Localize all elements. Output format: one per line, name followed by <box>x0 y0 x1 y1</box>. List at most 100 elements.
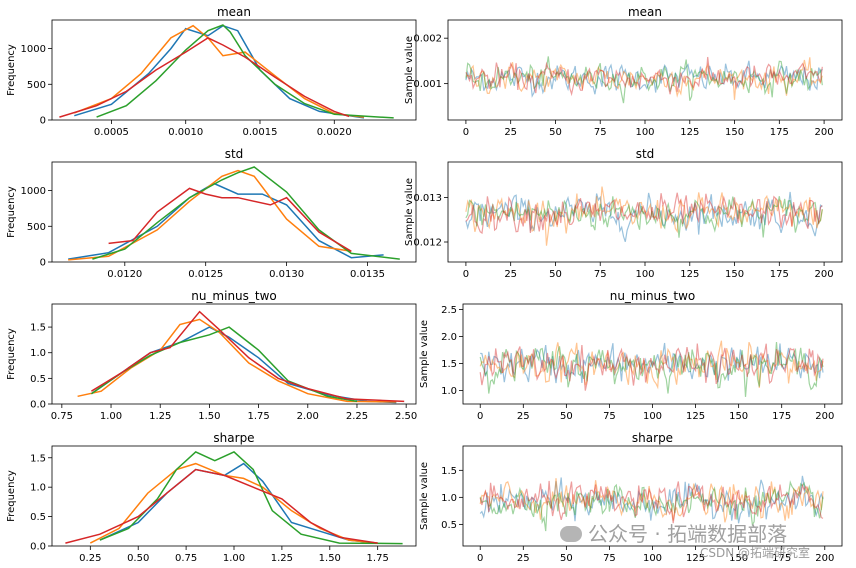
subplot-title: mean <box>217 5 251 19</box>
trace-line-3 <box>479 343 824 391</box>
y-axis-label: Frequency <box>6 44 17 96</box>
subplot-5: 0 25 50 75 100 125 150 175 200 1.0 1.5 2.0 2.5 nu_min… <box>419 289 843 422</box>
y-tick-label: 0.0 <box>30 542 46 553</box>
x-tick-label: 100 <box>643 411 662 422</box>
density-line-3 <box>65 468 378 544</box>
y-tick-label: 0.0 <box>30 400 46 411</box>
y-tick-label: 1.0 <box>30 348 46 359</box>
y-axis-label: Sample value <box>404 178 415 246</box>
y-axis-label: Frequency <box>6 328 17 380</box>
x-tick-label: 0 <box>477 553 483 564</box>
density-line-1 <box>77 318 397 403</box>
subplot-1: 0 25 50 75 100 125 150 175 200 0.001 0.002 mean Samp… <box>404 5 843 138</box>
y-tick-label: 1.5 <box>441 466 457 477</box>
subplot-title: sharpe <box>632 431 673 445</box>
x-tick-label: 150 <box>729 411 748 422</box>
subplot-title: std <box>225 147 244 161</box>
x-tick-label: 175 <box>772 411 791 422</box>
x-tick-label: 50 <box>549 127 562 138</box>
y-tick-label: 1.0 <box>441 493 457 504</box>
subplot-0: 0.0005 0.0010 0.0015 0.0020 0 500 1000 mean Freq… <box>6 5 417 138</box>
y-tick-label: 2.5 <box>441 305 457 316</box>
x-tick-label: 200 <box>815 269 834 280</box>
plot-area <box>59 24 394 119</box>
x-tick-label: 0 <box>477 411 483 422</box>
axes-frame <box>51 303 417 405</box>
x-tick-label: 75 <box>603 411 616 422</box>
x-tick-label: 1.00 <box>100 411 122 422</box>
y-tick-label: 0.001 <box>413 79 442 90</box>
y-tick-label: 0.012 <box>413 238 442 249</box>
x-tick-label: 0.75 <box>51 411 73 422</box>
trace-line-1 <box>465 186 823 246</box>
density-line-2 <box>92 166 400 260</box>
subplot-4: 0.75 1.00 1.25 1.50 1.75 2.00 2.25 2.50 0.0 0.5 1.… <box>6 289 417 422</box>
x-tick-label: 1.50 <box>198 411 220 422</box>
y-tick-label: 1.5 <box>30 453 46 464</box>
subplot-title: mean <box>628 5 662 19</box>
x-tick-label: 50 <box>560 553 573 564</box>
x-tick-label: 100 <box>643 553 662 564</box>
trace-line-2 <box>465 56 823 104</box>
y-tick-label: 0 <box>40 258 46 269</box>
density-line-2 <box>99 451 403 545</box>
x-tick-label: 0.0015 <box>243 127 278 138</box>
plot-area <box>77 310 405 404</box>
y-tick-label: 1.5 <box>30 323 46 334</box>
x-tick-label: 0.0020 <box>317 127 352 138</box>
y-tick-label: 1.0 <box>30 483 46 494</box>
y-tick-label: 1.5 <box>441 359 457 370</box>
y-tick-label: 0.002 <box>413 34 442 45</box>
x-tick-label: 25 <box>504 127 517 138</box>
trace-line-1 <box>465 57 823 100</box>
wechat-icon <box>560 526 582 542</box>
density-line-3 <box>91 310 405 403</box>
x-tick-label: 1.75 <box>247 411 269 422</box>
trace-line-0 <box>465 191 823 242</box>
density-line-1 <box>74 24 365 118</box>
subplot-title: nu_minus_two <box>191 289 277 303</box>
y-axis-label: Sample value <box>419 462 430 530</box>
x-tick-label: 0.25 <box>79 553 101 564</box>
trace-line-3 <box>465 192 823 235</box>
density-line-0 <box>74 24 365 119</box>
x-tick-label: 75 <box>594 269 607 280</box>
subplot-title: sharpe <box>213 431 254 445</box>
subplot-title: std <box>636 147 655 161</box>
x-tick-label: 0.75 <box>175 553 197 564</box>
trace-line-0 <box>465 60 823 98</box>
x-tick-label: 1.50 <box>319 553 341 564</box>
trace-line-2 <box>465 196 823 238</box>
axes-frame <box>51 161 417 263</box>
x-tick-label: 1.00 <box>223 553 245 564</box>
y-tick-label: 0.013 <box>413 193 442 204</box>
x-tick-label: 50 <box>560 411 573 422</box>
y-tick-label: 500 <box>27 80 46 91</box>
x-tick-label: 0.0125 <box>188 269 223 280</box>
trace-line-3 <box>479 480 824 524</box>
y-axis-label: Frequency <box>6 470 17 522</box>
x-tick-label: 75 <box>594 127 607 138</box>
plot-area <box>465 186 823 246</box>
y-tick-label: 0.5 <box>30 374 46 385</box>
plot-area <box>65 451 403 545</box>
x-tick-label: 0.0120 <box>107 269 142 280</box>
x-tick-label: 25 <box>504 269 517 280</box>
x-tick-label: 125 <box>686 411 705 422</box>
x-tick-label: 0.0005 <box>94 127 129 138</box>
x-tick-label: 1.25 <box>271 553 293 564</box>
x-tick-label: 150 <box>729 553 748 564</box>
trace-line-2 <box>479 341 824 397</box>
density-line-3 <box>108 187 352 252</box>
density-line-1 <box>89 462 378 544</box>
x-tick-label: 1.75 <box>367 553 389 564</box>
x-tick-label: 150 <box>725 127 744 138</box>
x-tick-label: 0 <box>463 127 469 138</box>
y-axis-label: Sample value <box>419 320 430 388</box>
x-tick-label: 0.0130 <box>269 269 304 280</box>
density-line-0 <box>99 462 378 544</box>
plot-area <box>68 166 400 261</box>
subplot-6: 0.25 0.50 0.75 1.00 1.25 1.50 1.75 0.0 0.5 1.0 1.5… <box>6 431 417 564</box>
x-tick-label: 2.25 <box>346 411 368 422</box>
density-line-0 <box>68 182 384 260</box>
